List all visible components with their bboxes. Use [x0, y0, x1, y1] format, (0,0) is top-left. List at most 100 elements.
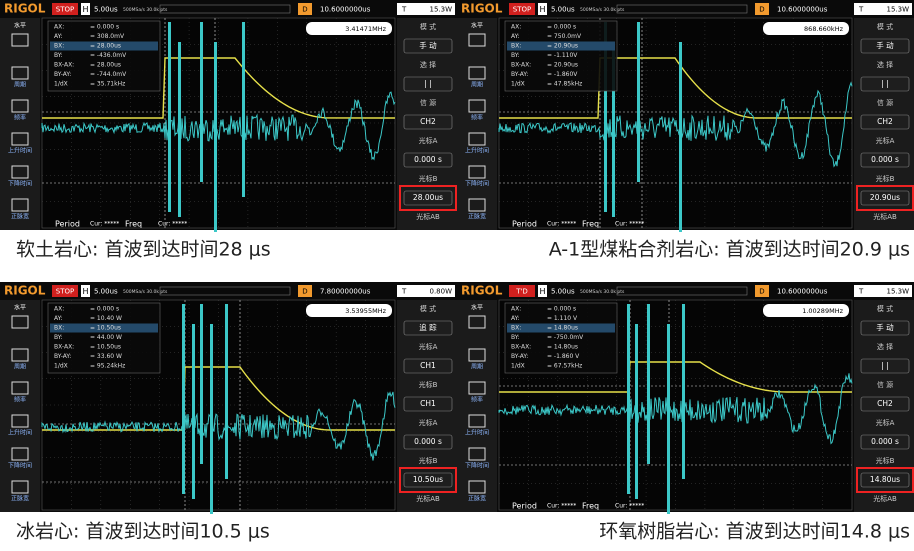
left-menu-label: 频率	[14, 114, 26, 122]
menu-value[interactable]: CH2	[877, 399, 893, 408]
menu-value[interactable]: 0.000 s	[414, 155, 442, 164]
menu-title: 信 源	[420, 98, 436, 107]
timebase: 5.00us	[551, 6, 575, 14]
menu-value[interactable]: 手 动	[419, 40, 437, 50]
readout-value: = 28.00us	[90, 62, 121, 69]
menu-value[interactable]: 0.000 s	[414, 437, 442, 446]
left-menu	[0, 300, 40, 512]
figure: RIGOLSTOPH5.00us500MSa/s 30.0k ptsD10.60…	[0, 0, 914, 551]
readout-label: BY-AY:	[54, 353, 71, 360]
menu-value[interactable]: 手 动	[876, 40, 894, 50]
readout-label: BX-AX:	[54, 344, 74, 351]
trigger-label: T	[401, 288, 407, 296]
menu-title: 光标B	[876, 456, 895, 465]
readout-label: 1/dX	[54, 363, 68, 370]
left-menu-label: 水平	[471, 22, 483, 30]
menu-value[interactable]: 0.000 s	[871, 155, 899, 164]
readout-label: BY:	[54, 334, 63, 341]
readout-label: AY:	[54, 315, 63, 322]
caption: 软土岩心: 首波到达时间28 μs	[16, 239, 271, 261]
trigger-level: 15.3W	[429, 6, 452, 14]
menu-value[interactable]: 手 动	[876, 322, 894, 332]
menu-title: 光标AB	[416, 494, 440, 503]
menu-title: 光标B	[419, 380, 438, 389]
menu-value[interactable]: CH1	[420, 399, 436, 408]
bottom-readout: Freq	[582, 220, 599, 229]
menu-value[interactable]: CH2	[877, 117, 893, 126]
bottom-readout: Freq	[125, 220, 142, 229]
signal-spike	[192, 324, 195, 499]
left-menu-label: 正脉宽	[468, 495, 486, 503]
menu-title: 信 源	[877, 380, 893, 389]
left-menu-label: 水平	[14, 304, 26, 312]
readout-label: AY:	[511, 33, 520, 40]
brand: RIGOL	[461, 2, 503, 16]
caption: 环氧树脂岩心: 首波到达时间14.8 μs	[599, 521, 910, 543]
signal-spike	[682, 304, 685, 479]
frequency: 868.660kHz	[804, 25, 844, 33]
menu-title: 光标B	[419, 174, 438, 183]
readout-value: = 0.000 s	[547, 24, 576, 31]
frequency: 3.41471MHz	[345, 25, 386, 33]
sample-rate: 500MSa/s 30.0k pts	[580, 7, 625, 13]
page: RIGOLSTOPH5.00us500MSa/s 30.0k ptsD10.60…	[0, 0, 914, 551]
readout-label: BY-AY:	[511, 353, 528, 360]
menu-value[interactable]: 0.000 s	[871, 437, 899, 446]
readout-value: = 0.000 s	[90, 24, 119, 31]
sample-rate: 500MSa/s 30.0k pts	[123, 289, 168, 295]
menu-title: 模 式	[877, 304, 893, 313]
signal-spike	[242, 22, 245, 197]
menu-title: 信 源	[877, 98, 893, 107]
trigger-level: 15.3W	[886, 6, 909, 14]
left-menu-label: 水平	[471, 304, 483, 312]
left-menu-label: 周期	[471, 363, 483, 371]
menu-value[interactable]: 追 踪	[419, 322, 437, 332]
bottom-readout: Period	[512, 502, 537, 511]
signal-spike	[210, 324, 213, 514]
left-menu	[457, 18, 497, 230]
readout-value: = 47.85kHz	[547, 81, 582, 88]
menu-value[interactable]: CH1	[420, 361, 436, 370]
delay: 7.80000000us	[320, 288, 371, 296]
left-menu	[0, 18, 40, 230]
menu-value[interactable]: 28.00us	[413, 193, 443, 202]
menu-title: 选 择	[877, 60, 893, 69]
menu-value[interactable]: 10.50us	[413, 475, 443, 484]
menu-value[interactable]: | |	[424, 79, 431, 88]
left-menu-label: 频率	[14, 396, 26, 404]
readout-label: BX-AX:	[511, 62, 531, 69]
readout-value: = 1.110 V	[547, 315, 578, 322]
left-menu-label: 周期	[14, 363, 26, 371]
brand: RIGOL	[4, 284, 46, 298]
scope-panel: RIGOLT'DH5.00us500MSa/s 30.0k ptsD10.600…	[457, 282, 914, 543]
menu-value[interactable]: | |	[881, 79, 888, 88]
bottom-readout: Cur: *****	[547, 503, 576, 510]
readout-label: AX:	[54, 306, 64, 313]
delay-label: D	[759, 6, 764, 14]
readout-label: BX:	[54, 43, 64, 50]
signal-spike	[225, 304, 228, 479]
timebase: 5.00us	[94, 288, 118, 296]
menu-value[interactable]: 14.80us	[870, 475, 900, 484]
menu-value[interactable]: 20.90us	[870, 193, 900, 202]
readout-value: = 20.90us	[547, 62, 578, 69]
menu-value[interactable]: CH2	[420, 117, 436, 126]
readout-label: BY:	[511, 334, 520, 341]
readout-label: BY-AY:	[54, 71, 71, 78]
readout-value: = -1.860 V	[547, 353, 580, 360]
status: T'D	[515, 288, 528, 296]
bottom-readout: Cur: *****	[90, 221, 119, 228]
bottom-readout: Cur: *****	[615, 221, 644, 228]
sample-rate: 500MSa/s 30.0k pts	[123, 7, 168, 13]
readout-label: 1/dX	[511, 81, 525, 88]
signal-spike	[635, 324, 638, 499]
readout-label: BY-AY:	[511, 71, 528, 78]
signal-spike	[200, 22, 203, 182]
menu-title: 光标A	[419, 342, 438, 351]
bottom-readout: Cur: *****	[547, 221, 576, 228]
brand: RIGOL	[4, 2, 46, 16]
signal-spike	[637, 22, 640, 182]
readout-value: = 95.24kHz	[90, 363, 125, 370]
readout-label: BX:	[511, 325, 521, 332]
menu-value[interactable]: | |	[881, 361, 888, 370]
